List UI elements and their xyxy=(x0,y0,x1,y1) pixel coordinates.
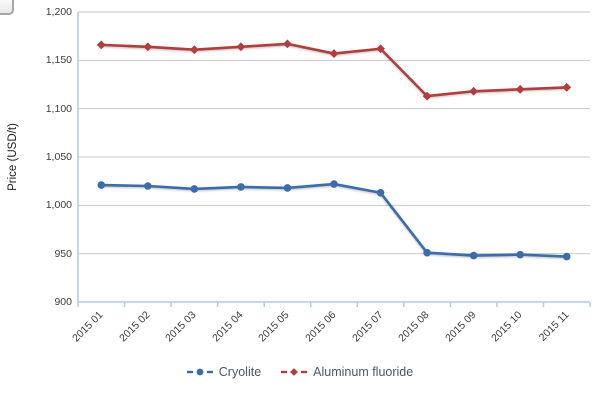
y-tick-label: 900 xyxy=(54,296,72,308)
data-point-circle-icon xyxy=(144,182,152,190)
y-tick-label: 1,050 xyxy=(45,151,72,163)
y-tick-label: 950 xyxy=(54,247,72,260)
data-point-circle-icon xyxy=(562,252,571,261)
data-point-diamond-icon xyxy=(236,42,246,52)
legend-diamond-marker-icon xyxy=(281,368,308,376)
data-point-circle-icon xyxy=(516,250,524,259)
legend-circle-marker-icon xyxy=(186,368,213,376)
data-point-diamond-icon xyxy=(96,40,106,50)
data-point-diamond-icon xyxy=(283,39,292,49)
data-point-diamond-icon xyxy=(515,84,525,94)
legend-item-aluminum-fluoride[interactable]: Aluminum fluoride xyxy=(281,365,413,379)
y-tick-label: 1,150 xyxy=(45,54,72,67)
data-point-diamond-icon xyxy=(189,45,199,55)
series-line-cryolite xyxy=(101,182,567,258)
data-point-diamond-icon xyxy=(329,49,339,58)
data-point-circle-icon xyxy=(376,188,385,197)
data-point-circle-icon xyxy=(97,181,106,189)
data-point-diamond-icon xyxy=(469,86,479,96)
legend-label: Cryolite xyxy=(218,365,262,379)
legend-label: Aluminum fluoride xyxy=(313,365,414,379)
data-point-diamond-icon xyxy=(143,42,153,52)
data-point-diamond-icon xyxy=(376,44,385,54)
corner-widget[interactable] xyxy=(0,0,14,15)
y-tick-label: 1,200 xyxy=(45,6,72,18)
y-tick-label: 1,100 xyxy=(45,102,72,115)
y-tick-label: 1,000 xyxy=(45,199,72,212)
legend-item-cryolite[interactable]: Cryolite xyxy=(186,365,262,379)
data-point-diamond-icon xyxy=(422,91,432,101)
data-point-circle-icon xyxy=(237,183,245,191)
data-point-circle-icon xyxy=(423,248,431,257)
data-point-circle-icon xyxy=(469,251,478,260)
data-point-circle-icon xyxy=(190,185,199,193)
data-point-diamond-icon xyxy=(562,83,572,92)
legend: Cryolite Aluminum fluoride xyxy=(0,362,600,382)
data-point-circle-icon xyxy=(283,184,292,192)
data-point-circle-icon xyxy=(330,180,338,188)
